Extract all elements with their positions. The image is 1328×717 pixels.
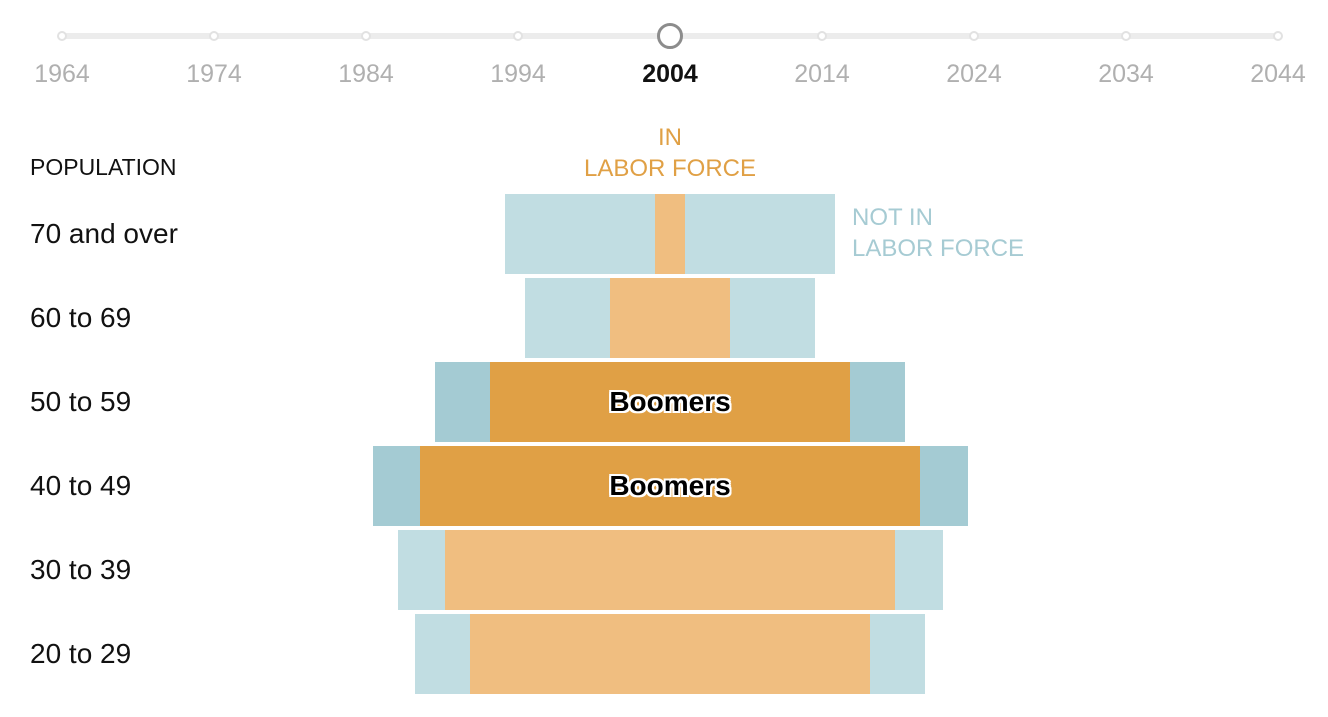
timeline-dot-2024[interactable] — [969, 31, 979, 41]
not-in-labor-force-legend-line1: NOT IN — [852, 204, 933, 231]
timeline-dot-2004[interactable] — [657, 23, 683, 49]
in-labor-force-legend: IN LABOR FORCE — [570, 122, 770, 184]
bar-in-labor-force — [610, 278, 730, 358]
timeline-dot-1974[interactable] — [209, 31, 219, 41]
bar-not-in-labor-force-right — [685, 194, 835, 274]
year-label-2014[interactable]: 2014 — [794, 60, 850, 88]
timeline-dot-2034[interactable] — [1121, 31, 1131, 41]
year-label-2024[interactable]: 2024 — [946, 60, 1002, 88]
age-group-label: 30 to 39 — [30, 554, 132, 585]
not-in-labor-force-legend: NOT IN LABOR FORCE — [852, 202, 1024, 264]
year-label-2034[interactable]: 2034 — [1098, 60, 1154, 88]
year-label-2044[interactable]: 2044 — [1250, 60, 1306, 88]
bar-not-in-labor-force-right — [870, 614, 925, 694]
age-group-label: 20 to 29 — [30, 638, 132, 669]
year-label-1974[interactable]: 1974 — [186, 60, 242, 88]
year-label-1984[interactable]: 1984 — [338, 60, 394, 88]
age-group-label: 50 to 59 — [30, 386, 132, 417]
timeline-dot-2044[interactable] — [1273, 31, 1283, 41]
age-group-label: 40 to 49 — [30, 470, 132, 501]
bar-not-in-labor-force-left — [435, 362, 490, 442]
timeline-dot-1984[interactable] — [361, 31, 371, 41]
boomers-label: Boomers — [609, 470, 731, 501]
population-header: POPULATION — [30, 154, 177, 180]
boomers-label: Boomers — [609, 386, 731, 417]
bar-not-in-labor-force-left — [397, 530, 445, 610]
bar-not-in-labor-force-left — [505, 194, 655, 274]
bar-not-in-labor-force-left — [415, 614, 470, 694]
bar-in-labor-force — [655, 194, 685, 274]
timeline-dot-2014[interactable] — [817, 31, 827, 41]
bar-not-in-labor-force-left — [525, 278, 610, 358]
timeline-dot-1994[interactable] — [513, 31, 523, 41]
year-label-1994[interactable]: 1994 — [490, 60, 546, 88]
bar-in-labor-force — [420, 446, 920, 526]
bar-not-in-labor-force-right — [895, 530, 943, 610]
bar-in-labor-force — [445, 530, 895, 610]
bar-not-in-labor-force-right — [920, 446, 968, 526]
bar-not-in-labor-force-right — [730, 278, 815, 358]
year-label-1964[interactable]: 1964 — [34, 60, 90, 88]
timeline-dot-1964[interactable] — [57, 31, 67, 41]
in-labor-force-legend-line2: LABOR FORCE — [583, 155, 757, 182]
bar-not-in-labor-force-right — [850, 362, 905, 442]
bar-in-labor-force — [490, 362, 850, 442]
bar-not-in-labor-force-left — [372, 446, 420, 526]
not-in-labor-force-legend-line2: LABOR FORCE — [852, 235, 1025, 262]
age-group-label: 60 to 69 — [30, 302, 132, 333]
bar-in-labor-force — [470, 614, 870, 694]
in-labor-force-legend-line1: IN — [658, 124, 682, 151]
year-timeline[interactable]: 1964 1974 1984 1994 2004 2014 2024 2034 2044 — [0, 0, 1328, 100]
year-label-2004[interactable]: 2004 — [642, 60, 698, 88]
age-group-label: 70 and over — [30, 218, 178, 249]
